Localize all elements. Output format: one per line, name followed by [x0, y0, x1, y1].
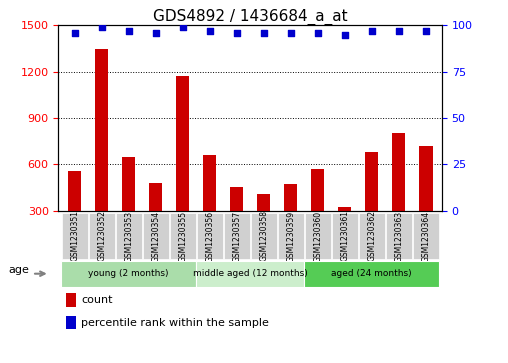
Text: age: age — [9, 265, 29, 275]
Point — [395, 28, 403, 34]
Bar — [251, 213, 277, 259]
Point — [124, 28, 133, 34]
Point — [98, 24, 106, 30]
Bar — [196, 261, 304, 287]
Bar — [278, 213, 304, 259]
Bar — [332, 213, 358, 259]
Text: GSM1230355: GSM1230355 — [178, 211, 187, 261]
Point — [313, 30, 322, 36]
Bar — [386, 213, 411, 259]
Point — [206, 28, 214, 34]
Bar — [203, 155, 216, 211]
Bar — [392, 133, 405, 211]
Point — [179, 24, 187, 30]
Bar — [61, 261, 196, 287]
Text: GSM1230362: GSM1230362 — [367, 211, 376, 261]
Bar — [197, 213, 223, 259]
Bar — [116, 213, 142, 259]
Text: GSM1230363: GSM1230363 — [394, 211, 403, 261]
Text: GSM1230361: GSM1230361 — [340, 211, 349, 261]
Text: GSM1230357: GSM1230357 — [232, 211, 241, 261]
Bar — [61, 213, 87, 259]
Bar — [66, 293, 76, 307]
Text: GSM1230351: GSM1230351 — [70, 211, 79, 261]
Bar — [284, 184, 298, 211]
Point — [151, 30, 160, 36]
Bar — [305, 213, 331, 259]
Text: GSM1230364: GSM1230364 — [421, 211, 430, 261]
Text: GSM1230358: GSM1230358 — [259, 211, 268, 261]
Bar — [149, 183, 163, 211]
Bar — [68, 171, 81, 211]
Text: middle aged (12 months): middle aged (12 months) — [193, 269, 307, 278]
Point — [260, 30, 268, 36]
Text: count: count — [81, 295, 113, 305]
Bar — [338, 207, 352, 211]
Text: GSM1230352: GSM1230352 — [97, 211, 106, 261]
Bar — [89, 213, 115, 259]
Title: GDS4892 / 1436684_a_at: GDS4892 / 1436684_a_at — [153, 9, 347, 25]
Bar — [365, 152, 378, 211]
Text: percentile rank within the sample: percentile rank within the sample — [81, 318, 269, 328]
Bar — [170, 213, 196, 259]
Point — [422, 28, 430, 34]
Text: young (2 months): young (2 months) — [88, 269, 169, 278]
Point — [341, 32, 349, 38]
Bar — [143, 213, 169, 259]
Bar — [311, 169, 325, 211]
Text: GSM1230353: GSM1230353 — [124, 211, 133, 261]
Bar — [359, 213, 385, 259]
Bar — [176, 76, 189, 211]
Bar — [413, 213, 439, 259]
Bar — [95, 49, 108, 211]
Text: GSM1230354: GSM1230354 — [151, 211, 160, 261]
Bar — [224, 213, 249, 259]
Bar — [122, 156, 136, 211]
Point — [71, 30, 79, 36]
Point — [287, 30, 295, 36]
Bar — [419, 146, 432, 211]
Bar — [304, 261, 439, 287]
Text: GSM1230359: GSM1230359 — [286, 211, 295, 261]
Bar — [66, 316, 76, 329]
Text: GSM1230360: GSM1230360 — [313, 211, 322, 261]
Bar — [257, 193, 270, 211]
Bar — [230, 187, 243, 211]
Point — [233, 30, 241, 36]
Text: GSM1230356: GSM1230356 — [205, 211, 214, 261]
Point — [368, 28, 376, 34]
Text: aged (24 months): aged (24 months) — [331, 269, 412, 278]
